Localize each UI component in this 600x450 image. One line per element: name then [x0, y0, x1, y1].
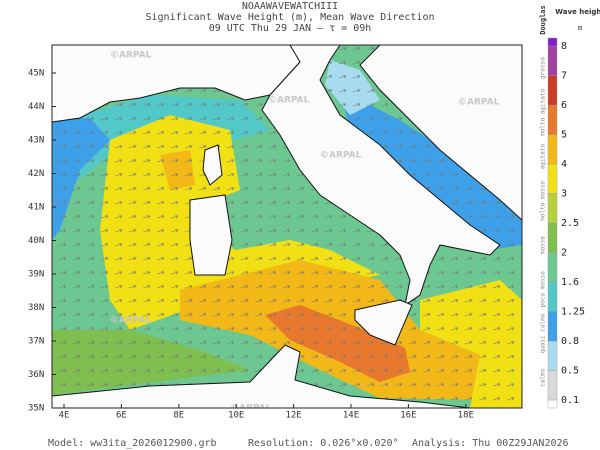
douglas-label: agitato	[540, 144, 547, 170]
subtitle: 09 UTC Thu 29 JAN — τ = 09h	[209, 23, 372, 34]
lon-label: 14E	[343, 411, 359, 421]
douglas-label: molto mosso	[540, 181, 547, 221]
colorbar-segment	[547, 45, 558, 76]
lon-label: 16E	[400, 411, 416, 421]
lat-label: 39N	[28, 270, 44, 280]
level-label: 0.1	[561, 395, 579, 406]
douglas-label: poco mosso	[540, 271, 547, 308]
colorbar-segment	[547, 340, 558, 371]
level-label: 2	[561, 248, 567, 259]
title: Significant Wave Height (m), Mean Wave D…	[146, 12, 435, 23]
level-label: 8	[561, 41, 567, 52]
level-label: 0.5	[561, 366, 579, 377]
colorbar-segment	[547, 163, 558, 194]
level-label: 5	[561, 130, 567, 141]
level-label: 4	[561, 159, 567, 170]
lat-label: 41N	[28, 203, 44, 213]
colorbar-segment	[547, 222, 558, 253]
land	[202, 144, 223, 186]
colorbar-segment	[547, 370, 558, 401]
land	[52, 344, 471, 408]
douglas-label: grosso	[540, 57, 547, 79]
land	[261, 45, 501, 307]
lon-label: 12E	[285, 411, 301, 421]
level-label: 3	[561, 189, 567, 200]
lon-label: 10E	[228, 411, 244, 421]
douglas-label: molto agitato	[540, 89, 547, 136]
lon-label: 18E	[458, 411, 474, 421]
lat-label: 37N	[28, 337, 44, 347]
colorbar-segment	[547, 104, 558, 135]
lat-label: 42N	[28, 169, 44, 179]
model: Model: ww3ita_2026012900.grb	[48, 438, 217, 449]
level-label: 6	[561, 100, 567, 111]
lat-label: 43N	[28, 136, 44, 146]
colorbar-segment	[547, 281, 558, 312]
land	[189, 194, 233, 276]
map-frame	[51, 44, 523, 409]
colorbar-segment	[547, 252, 558, 283]
source: NOAAWAVEWATCHIII	[242, 1, 338, 12]
lat-label: 40N	[28, 236, 44, 246]
colorbar-segment	[547, 193, 558, 224]
lat-label: 45N	[28, 69, 44, 79]
douglas-label: calmo	[540, 368, 547, 386]
watermark: ©ARPAL	[268, 96, 310, 106]
watermark: ©ARPAL	[320, 151, 362, 161]
colorbar-segment	[547, 134, 558, 165]
level-label: 7	[561, 71, 567, 82]
level-label: 2.5	[561, 218, 579, 229]
land	[359, 45, 522, 221]
legend-title: Wave height	[555, 8, 600, 16]
watermark: ©ARPAL	[458, 98, 500, 108]
scale-name: Douglas	[539, 5, 547, 35]
lon-label: 4E	[59, 411, 70, 421]
lat-label: 35N	[28, 404, 44, 414]
level-label: 1.6	[561, 277, 579, 288]
colorbar-segment	[547, 75, 558, 106]
lat-label: 38N	[28, 303, 44, 313]
colorbar-segment	[547, 37, 558, 47]
lon-label: 8E	[173, 411, 184, 421]
watermark: ©ARPAL	[110, 51, 152, 61]
colorbar-segment	[547, 311, 558, 342]
map: ©ARPAL ©ARPAL ©ARPAL ©ARPAL ©ARPAL ©ARPA…	[52, 45, 522, 414]
level-label: 0.8	[561, 336, 579, 347]
level-label: 1.25	[561, 307, 585, 318]
watermark: ©ARPAL	[230, 404, 272, 414]
resolution: Resolution: 0.026°x0.020°	[248, 438, 399, 449]
analysis: Analysis: Thu 00Z29JAN2026	[412, 438, 569, 449]
lat-label: 44N	[28, 102, 44, 112]
colorbar-segment	[547, 399, 558, 409]
lon-label: 6E	[116, 411, 127, 421]
watermark: ©ARPAL	[110, 316, 152, 326]
land	[354, 299, 413, 346]
douglas-label: quasi calmo	[540, 313, 547, 353]
douglas-label: mosso	[540, 236, 547, 254]
lat-label: 36N	[28, 370, 44, 380]
legend-unit: m	[578, 24, 582, 32]
